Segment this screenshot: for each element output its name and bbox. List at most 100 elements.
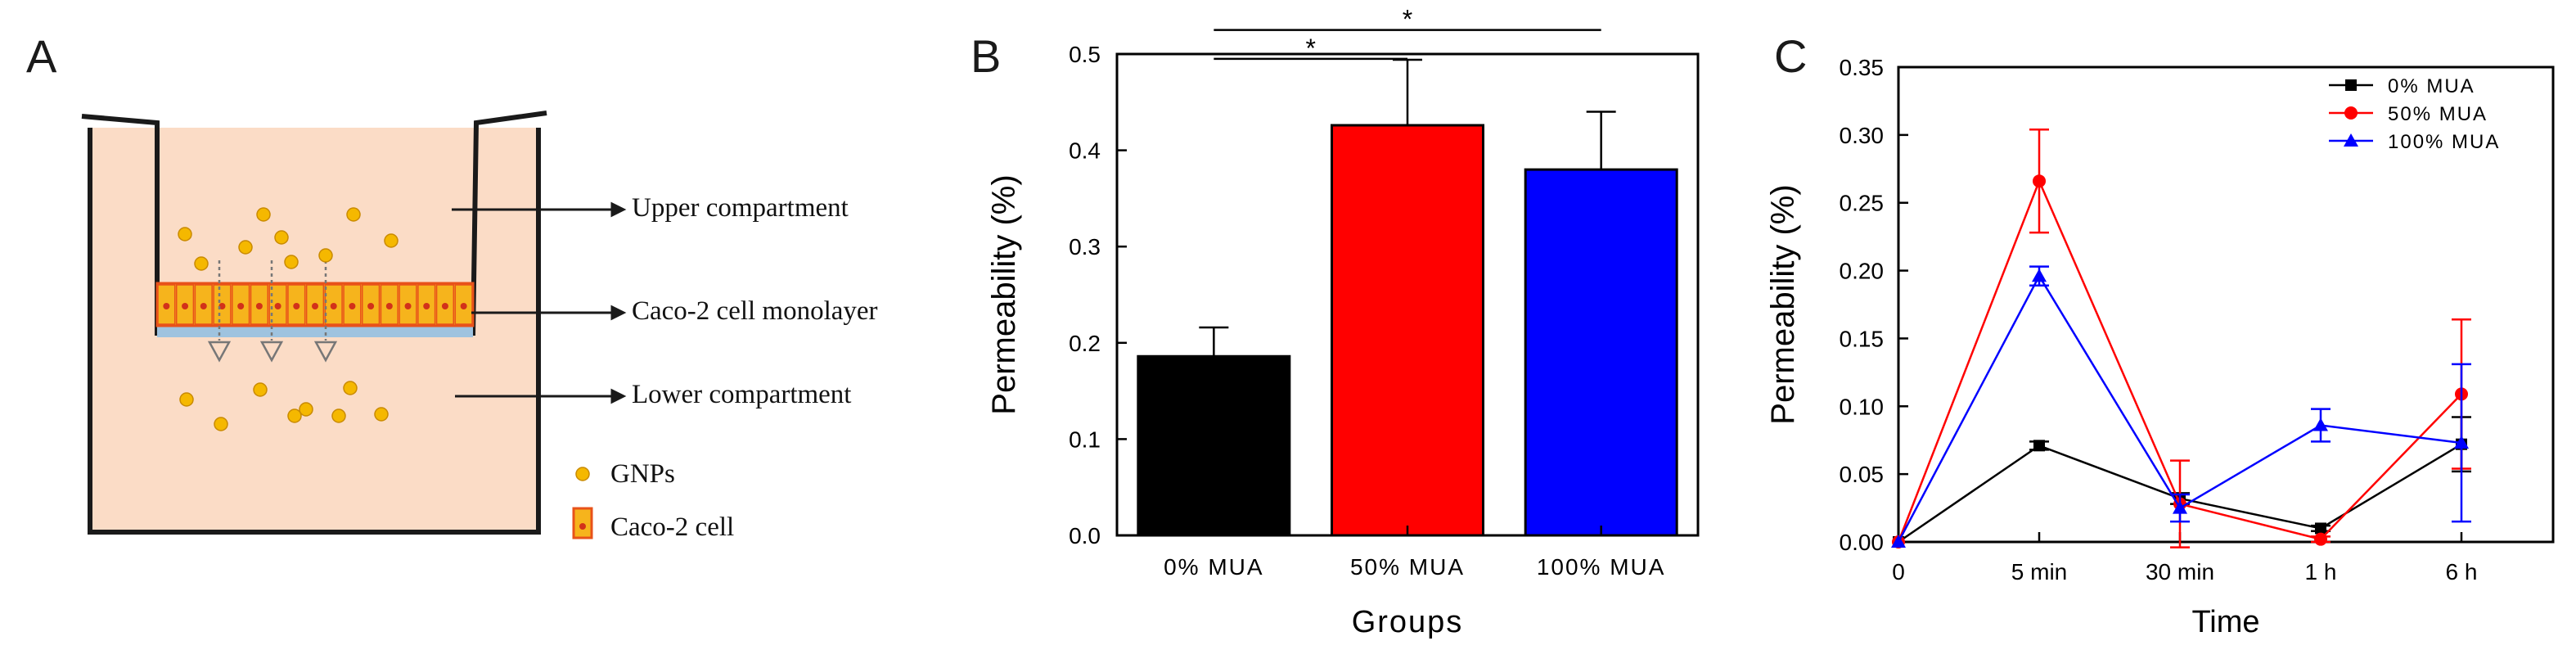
legend-label: 0% MUA: [2388, 75, 2475, 97]
y-tick-label: 0.4: [1069, 138, 1101, 164]
gnp-particle: [331, 408, 346, 423]
well-walls: [88, 128, 541, 535]
transwell-insert: [81, 111, 547, 337]
cell-legend-nucleus: [579, 523, 586, 530]
plot-frame: [1897, 65, 2555, 544]
gnp-particle: [284, 255, 299, 269]
insert-membrane: [157, 326, 473, 337]
gnp-particle: [287, 408, 302, 423]
cell-nucleus: [330, 303, 337, 309]
gnp-particle: [238, 240, 253, 255]
y-tick-label: 0.5: [1069, 42, 1101, 67]
transport-arrows: [207, 260, 338, 363]
cell: [194, 284, 213, 325]
cell: [175, 284, 195, 325]
x-tick-label: 6 h: [2446, 559, 2478, 584]
y-axis-title: Permeability (%): [986, 174, 1022, 414]
cell: [435, 284, 455, 325]
cell-nucleus: [460, 303, 467, 309]
y-tick-label: 0.00: [1840, 530, 1885, 555]
legend: 0% MUA 50% MUA 100% MUA: [2329, 75, 2500, 153]
y-tick-label: 0.10: [1840, 394, 1885, 419]
label-gnps: GNPs: [610, 459, 675, 489]
y-tick-label: 0.2: [1069, 331, 1101, 356]
cell-nucleus: [367, 303, 375, 309]
bar: [1331, 124, 1484, 537]
transport-arrow-head: [207, 341, 232, 363]
legend-marker: [2345, 79, 2357, 91]
gnp-particle: [384, 233, 399, 248]
gnp-legend-icon: [575, 467, 590, 481]
y-tick-label: 0.0: [1069, 523, 1101, 548]
pointer-lower-head: [610, 388, 627, 404]
cell: [454, 284, 473, 325]
panel-a-letter: A: [26, 30, 57, 82]
cell: [343, 284, 362, 325]
data-point: [1891, 535, 1906, 548]
pointer-arrows: [452, 201, 627, 404]
pointer-upper-head: [610, 201, 627, 218]
gnp-particle: [253, 382, 268, 397]
significance-marker: *: [1305, 34, 1315, 63]
cell-nucleus: [441, 303, 448, 309]
insert-right-wall: [471, 111, 547, 336]
cell-nucleus: [200, 303, 207, 309]
x-tick-label: 0: [1892, 559, 1905, 584]
data-point: [2454, 436, 2469, 449]
cell-nucleus: [293, 303, 300, 309]
panel-b-letter: B: [971, 30, 1002, 82]
line-chart-permeability-time: 0.00 0.05 0.10 0.15 0.20 0.25 0.30 0.35 0 5 min 30…: [1765, 55, 2555, 639]
cell: [380, 284, 399, 325]
transport-arrow-head: [259, 341, 284, 363]
y-tick-label: 0.05: [1840, 462, 1885, 487]
gnp-particle: [194, 256, 209, 271]
x-tick-label: 100% MUA: [1537, 554, 1666, 580]
x-tick-label: 30 min: [2146, 559, 2214, 584]
series-0-mua: [1893, 416, 2471, 548]
transport-arrow-head: [313, 341, 338, 363]
legend-marker: [2344, 133, 2358, 147]
cell-nucleus: [237, 303, 245, 309]
cell-nucleus: [404, 303, 412, 309]
cell: [362, 284, 381, 325]
significance-marker: *: [1403, 5, 1412, 34]
cell: [213, 284, 232, 325]
x-tick-label: 5 min: [2011, 559, 2067, 584]
cell: [232, 284, 250, 325]
panel-c-letter: C: [1774, 30, 1808, 82]
y-tick-label: 0.15: [1840, 326, 1885, 351]
y-tick-label: 0.25: [1840, 191, 1885, 216]
y-tick-label: 0.35: [1840, 55, 1885, 80]
gnp-particle: [274, 230, 289, 245]
gnp-particle: [179, 392, 194, 407]
label-lower-compartment: Lower compartment: [632, 380, 852, 409]
data-point: [2315, 522, 2326, 535]
gnp-particle: [374, 407, 389, 422]
bar: [1137, 354, 1291, 537]
data-point: [2033, 174, 2046, 188]
cell: [157, 284, 176, 325]
y-tick-label: 0.20: [1840, 259, 1885, 284]
cell: [268, 284, 287, 325]
cell: [250, 284, 268, 325]
bar: [1524, 168, 1678, 537]
gnp-particle: [299, 402, 313, 417]
x-tick-label: 50% MUA: [1350, 554, 1465, 580]
legend-label: 100% MUA: [2388, 131, 2500, 153]
series-50-mua: [1892, 128, 2471, 548]
y-tick-label: 0.1: [1069, 427, 1101, 452]
cell: [417, 284, 436, 325]
data-point: [2313, 418, 2328, 431]
series-100-mua: [1891, 265, 2471, 548]
label-upper-compartment: Upper compartment: [632, 193, 849, 223]
insert-left-wall: [81, 114, 160, 336]
diagram-legend-symbols: [572, 467, 593, 539]
x-tick-label: 1 h: [2305, 559, 2337, 584]
cell-nucleus: [312, 303, 318, 309]
transwell-diagram: [81, 111, 627, 539]
gnp-particle: [214, 417, 228, 431]
cell-nucleus: [182, 303, 189, 309]
legend-marker: [2344, 106, 2358, 120]
gnp-particle: [346, 207, 361, 222]
legend-label: 50% MUA: [2388, 103, 2488, 125]
